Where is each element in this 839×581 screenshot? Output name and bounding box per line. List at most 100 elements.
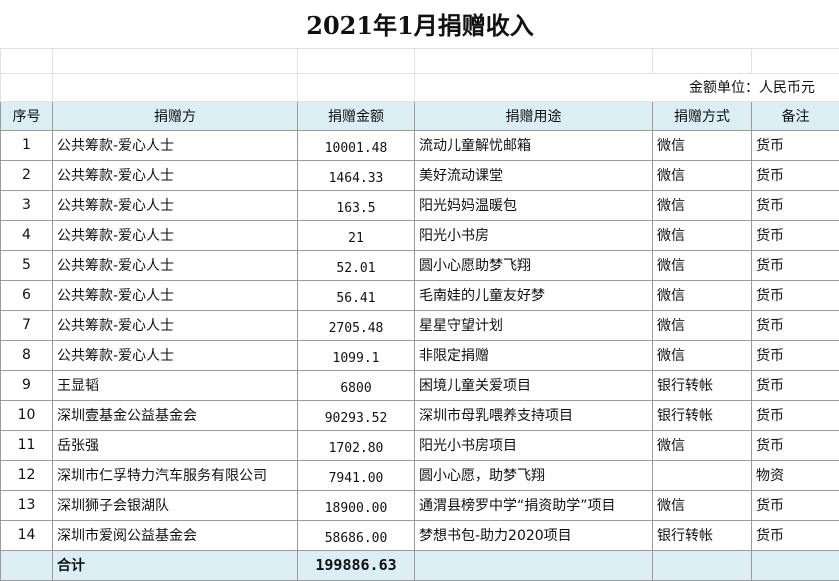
total-amount[interactable]: 199886.63: [298, 550, 415, 580]
cell-method[interactable]: 微信: [653, 430, 752, 460]
cell-method[interactable]: 银行转帐: [653, 520, 752, 550]
cell-donor[interactable]: 深圳狮子会银湖队: [53, 490, 298, 520]
cell-note[interactable]: 货币: [752, 130, 839, 160]
cell-note[interactable]: 货币: [752, 520, 839, 550]
cell-amount[interactable]: 52.01: [298, 250, 415, 280]
currency-unit-label: 金额单位：人民币元: [415, 73, 839, 101]
cell-purpose[interactable]: 圆小心愿，助梦飞翔: [415, 460, 653, 490]
cell-purpose[interactable]: 阳光小书房: [415, 220, 653, 250]
cell-note[interactable]: 货币: [752, 430, 839, 460]
cell-note[interactable]: 货币: [752, 370, 839, 400]
header-purpose[interactable]: 捐赠用途: [415, 101, 653, 130]
cell-donor[interactable]: 岳张强: [53, 430, 298, 460]
cell-amount[interactable]: 1099.1: [298, 340, 415, 370]
cell-method[interactable]: 微信: [653, 490, 752, 520]
cell-donor[interactable]: 深圳壹基金公益基金会: [53, 400, 298, 430]
cell-amount[interactable]: 10001.48: [298, 130, 415, 160]
cell-purpose[interactable]: 困境儿童关爱项目: [415, 370, 653, 400]
cell-no[interactable]: 14: [1, 520, 53, 550]
blank-row: [1, 48, 839, 73]
cell-note[interactable]: 物资: [752, 460, 839, 490]
cell-no[interactable]: 6: [1, 280, 53, 310]
cell-no[interactable]: 13: [1, 490, 53, 520]
cell-method[interactable]: 微信: [653, 220, 752, 250]
cell-method[interactable]: 微信: [653, 250, 752, 280]
cell-no[interactable]: 5: [1, 250, 53, 280]
cell-donor[interactable]: 公共筹款-爱心人士: [53, 130, 298, 160]
header-donor[interactable]: 捐赠方: [53, 101, 298, 130]
cell-no[interactable]: 7: [1, 310, 53, 340]
cell-method[interactable]: 微信: [653, 190, 752, 220]
cell-amount[interactable]: 18900.00: [298, 490, 415, 520]
cell-note[interactable]: 货币: [752, 340, 839, 370]
cell-no[interactable]: 9: [1, 370, 53, 400]
cell-no[interactable]: 8: [1, 340, 53, 370]
cell-method[interactable]: 银行转帐: [653, 370, 752, 400]
total-label[interactable]: 合计: [53, 550, 298, 580]
cell-purpose[interactable]: 圆小心愿助梦飞翔: [415, 250, 653, 280]
header-note[interactable]: 备注: [752, 101, 839, 130]
cell-purpose[interactable]: 星星守望计划: [415, 310, 653, 340]
cell-donor[interactable]: 深圳市爱阅公益基金会: [53, 520, 298, 550]
cell-method[interactable]: 微信: [653, 340, 752, 370]
cell-no[interactable]: 11: [1, 430, 53, 460]
cell-donor[interactable]: 公共筹款-爱心人士: [53, 280, 298, 310]
cell-method[interactable]: 微信: [653, 130, 752, 160]
cell-donor[interactable]: 公共筹款-爱心人士: [53, 310, 298, 340]
cell-amount[interactable]: 163.5: [298, 190, 415, 220]
cell-amount[interactable]: 7941.00: [298, 460, 415, 490]
cell-donor[interactable]: 王显韬: [53, 370, 298, 400]
cell-donor[interactable]: 公共筹款-爱心人士: [53, 340, 298, 370]
cell-donor[interactable]: 公共筹款-爱心人士: [53, 220, 298, 250]
cell-note[interactable]: 货币: [752, 250, 839, 280]
cell-purpose[interactable]: 梦想书包-助力2020项目: [415, 520, 653, 550]
cell-purpose[interactable]: 非限定捐赠: [415, 340, 653, 370]
cell-donor[interactable]: 公共筹款-爱心人士: [53, 160, 298, 190]
cell-note[interactable]: 货币: [752, 280, 839, 310]
cell-donor[interactable]: 公共筹款-爱心人士: [53, 250, 298, 280]
header-no[interactable]: 序号: [1, 101, 53, 130]
cell-donor[interactable]: 公共筹款-爱心人士: [53, 190, 298, 220]
cell-purpose[interactable]: 深圳市母乳喂养支持项目: [415, 400, 653, 430]
header-method[interactable]: 捐赠方式: [653, 101, 752, 130]
cell-no[interactable]: 12: [1, 460, 53, 490]
cell-amount[interactable]: 58686.00: [298, 520, 415, 550]
cell-purpose[interactable]: 通渭县榜罗中学“捐资助学”项目: [415, 490, 653, 520]
cell-method[interactable]: 银行转帐: [653, 400, 752, 430]
cell-amount[interactable]: 90293.52: [298, 400, 415, 430]
cell-no[interactable]: 4: [1, 220, 53, 250]
cell-method[interactable]: 微信: [653, 160, 752, 190]
cell-note[interactable]: 货币: [752, 160, 839, 190]
cell-purpose[interactable]: 阳光小书房项目: [415, 430, 653, 460]
cell-amount[interactable]: 6800: [298, 370, 415, 400]
cell-note[interactable]: 货币: [752, 310, 839, 340]
cell-method[interactable]: 微信: [653, 310, 752, 340]
cell-purpose[interactable]: 流动儿童解忧邮箱: [415, 130, 653, 160]
cell-note[interactable]: 货币: [752, 490, 839, 520]
cell-no[interactable]: 3: [1, 190, 53, 220]
cell-method[interactable]: 微信: [653, 280, 752, 310]
cell-note[interactable]: 货币: [752, 190, 839, 220]
cell-amount[interactable]: 1702.80: [298, 430, 415, 460]
cell-amount[interactable]: 1464.33: [298, 160, 415, 190]
cell-amount[interactable]: 21: [298, 220, 415, 250]
cell-note[interactable]: 货币: [752, 400, 839, 430]
cell-purpose[interactable]: 美好流动课堂: [415, 160, 653, 190]
cell-donor[interactable]: 深圳市仁孚特力汽车服务有限公司: [53, 460, 298, 490]
cell-no[interactable]: 2: [1, 160, 53, 190]
cell-amount[interactable]: 2705.48: [298, 310, 415, 340]
cell-note[interactable]: 货币: [752, 220, 839, 250]
cell-purpose[interactable]: 阳光妈妈温暖包: [415, 190, 653, 220]
cell-amount[interactable]: 56.41: [298, 280, 415, 310]
header-amount[interactable]: 捐赠金额: [298, 101, 415, 130]
cell-no[interactable]: 10: [1, 400, 53, 430]
cell-method[interactable]: [653, 460, 752, 490]
cell-no[interactable]: 1: [1, 130, 53, 160]
cell-purpose[interactable]: 毛南娃的儿童友好梦: [415, 280, 653, 310]
